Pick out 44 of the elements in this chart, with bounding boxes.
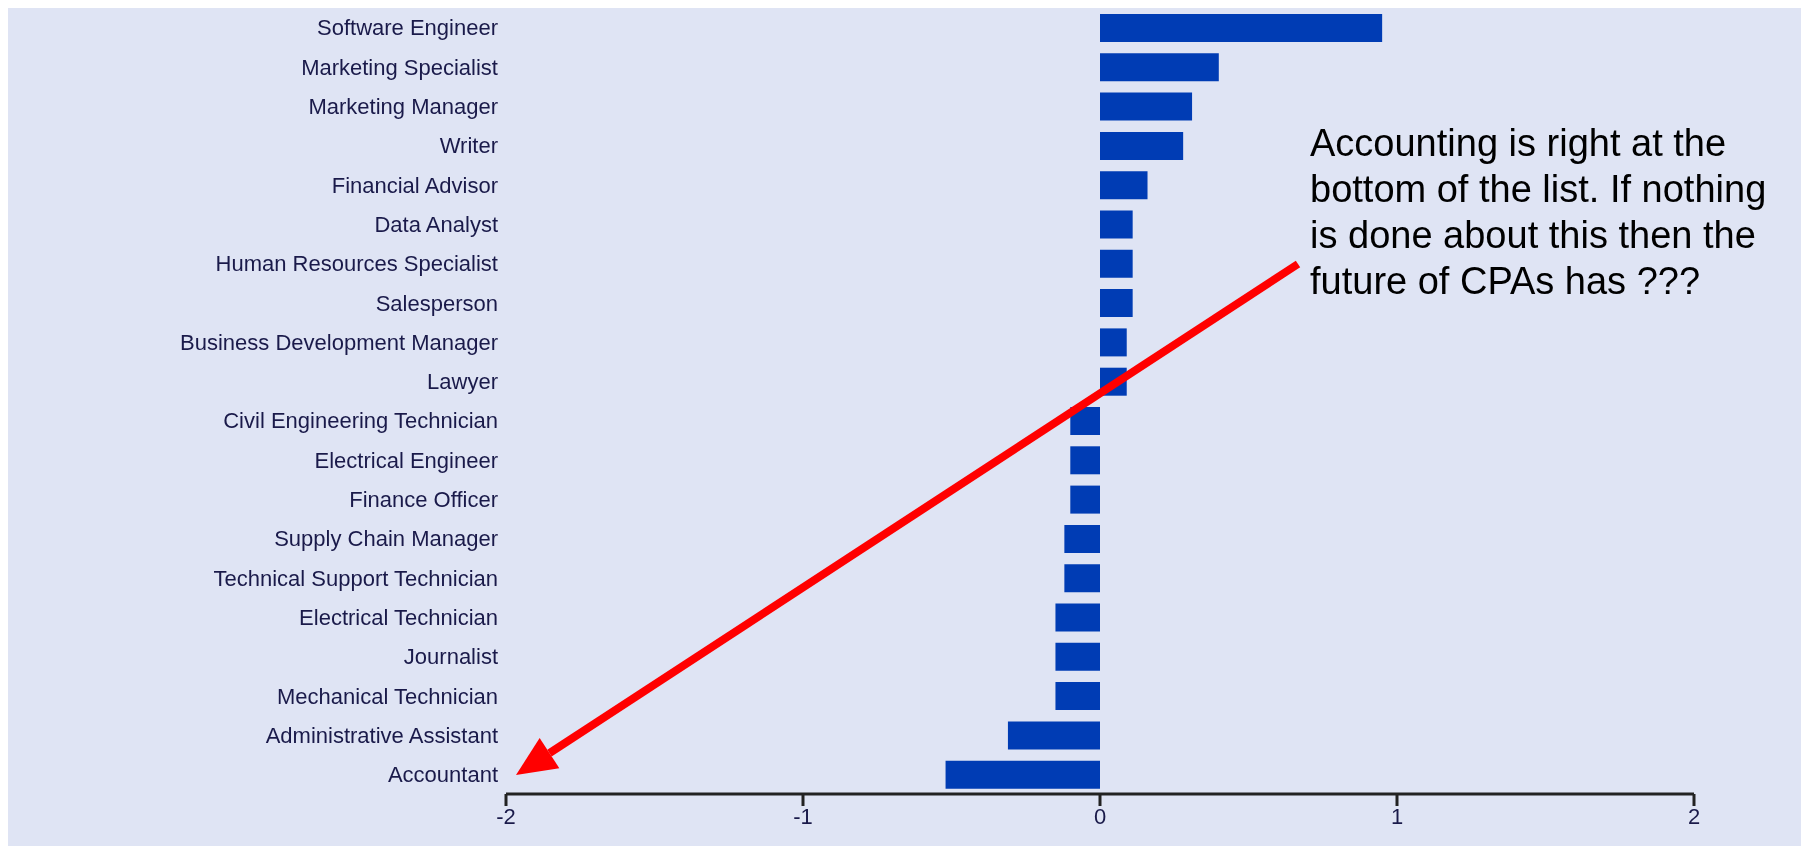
bar bbox=[1100, 210, 1133, 239]
y-tick-label: Business Development Manager bbox=[180, 329, 498, 355]
bar bbox=[1064, 524, 1100, 553]
y-tick-label: Civil Engineering Technician bbox=[223, 408, 498, 434]
y-tick-label: Human Resources Specialist bbox=[215, 251, 498, 277]
y-tick-label: Marketing Manager bbox=[308, 94, 498, 120]
bar bbox=[1100, 289, 1133, 318]
y-tick-label: Administrative Assistant bbox=[265, 722, 498, 748]
y-tick-label: Accountant bbox=[387, 762, 498, 788]
bar bbox=[1055, 682, 1100, 711]
y-tick-label: Mechanical Technician bbox=[277, 683, 498, 709]
bar bbox=[1055, 642, 1100, 671]
bar bbox=[1064, 564, 1100, 593]
bar bbox=[1100, 328, 1127, 357]
bar bbox=[1007, 721, 1100, 750]
y-tick-label: Financial Advisor bbox=[331, 172, 498, 198]
x-tick-label: 0 bbox=[1093, 803, 1107, 829]
x-tick-label: -1 bbox=[793, 803, 813, 829]
bar bbox=[1100, 131, 1184, 160]
y-tick-label: Salesperson bbox=[375, 290, 498, 316]
y-tick-label: Journalist bbox=[403, 644, 498, 670]
bar bbox=[1055, 603, 1100, 632]
y-tick-label: Lawyer bbox=[427, 369, 498, 395]
x-tick-label: -2 bbox=[496, 803, 516, 829]
bar bbox=[945, 760, 1100, 789]
y-tick-label: Data Analyst bbox=[374, 211, 498, 237]
y-tick-label: Electrical Engineer bbox=[314, 447, 498, 473]
y-tick-label: Finance Officer bbox=[349, 487, 498, 513]
y-tick-label: Electrical Technician bbox=[299, 604, 498, 630]
x-tick-label: 2 bbox=[1687, 803, 1701, 829]
y-tick-label: Technical Support Technician bbox=[213, 565, 498, 591]
y-tick-label: Writer bbox=[439, 133, 498, 159]
bar bbox=[1100, 92, 1193, 121]
y-tick-label: Software Engineer bbox=[317, 15, 498, 41]
bar bbox=[1100, 171, 1148, 200]
y-tick-label: Marketing Specialist bbox=[301, 54, 498, 80]
bar bbox=[1070, 485, 1100, 514]
bar bbox=[1070, 446, 1100, 475]
bar bbox=[1100, 14, 1383, 42]
bar bbox=[1100, 53, 1219, 82]
y-tick-label: Supply Chain Manager bbox=[274, 526, 498, 552]
bar bbox=[1100, 249, 1133, 278]
x-tick-label: 1 bbox=[1390, 803, 1404, 829]
annotation: Accounting is right at the bottom of the list. If nothing is done about this then the future of CPAs has ??? bbox=[1310, 121, 1768, 304]
